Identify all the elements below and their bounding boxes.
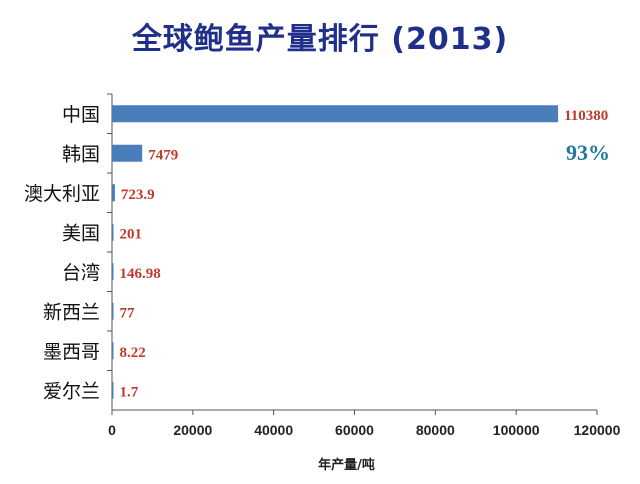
- value-label: 77: [120, 305, 136, 321]
- bar: [112, 302, 114, 320]
- bar: [112, 105, 559, 123]
- category-label: 爱尔兰: [43, 380, 100, 402]
- category-label: 墨西哥: [43, 341, 100, 363]
- category-label: 韩国: [62, 143, 100, 165]
- x-tick-label: 0: [108, 422, 116, 438]
- bar: [112, 223, 114, 241]
- bar: [112, 381, 114, 399]
- value-label: 201: [120, 226, 143, 242]
- bar: [112, 263, 114, 281]
- value-label: 7479: [148, 147, 178, 163]
- chart-title: 全球鲍鱼产量排行 (2013): [131, 22, 509, 57]
- value-label: 723.9: [121, 187, 155, 203]
- x-tick-label: 80000: [416, 422, 455, 438]
- category-label: 中国: [62, 104, 100, 126]
- x-tick-label: 120000: [574, 422, 621, 438]
- bar: [112, 144, 143, 162]
- x-axis-label: 年产量/吨: [318, 457, 375, 473]
- value-label: 8.22: [120, 345, 146, 361]
- category-label: 澳大利亚: [24, 183, 100, 205]
- value-label: 1.7: [120, 384, 139, 400]
- x-tick-label: 40000: [254, 422, 293, 438]
- bar: [112, 184, 115, 202]
- category-label: 台湾: [62, 262, 100, 284]
- share-annotation: 93%: [566, 140, 610, 165]
- category-label: 新西兰: [43, 301, 100, 323]
- x-tick-label: 100000: [493, 422, 540, 438]
- x-tick-label: 60000: [335, 422, 374, 438]
- value-label: 146.98: [120, 266, 161, 282]
- bar: [112, 342, 114, 360]
- category-label: 美国: [62, 222, 100, 244]
- x-tick-label: 20000: [173, 422, 212, 438]
- value-label: 110380: [564, 108, 608, 124]
